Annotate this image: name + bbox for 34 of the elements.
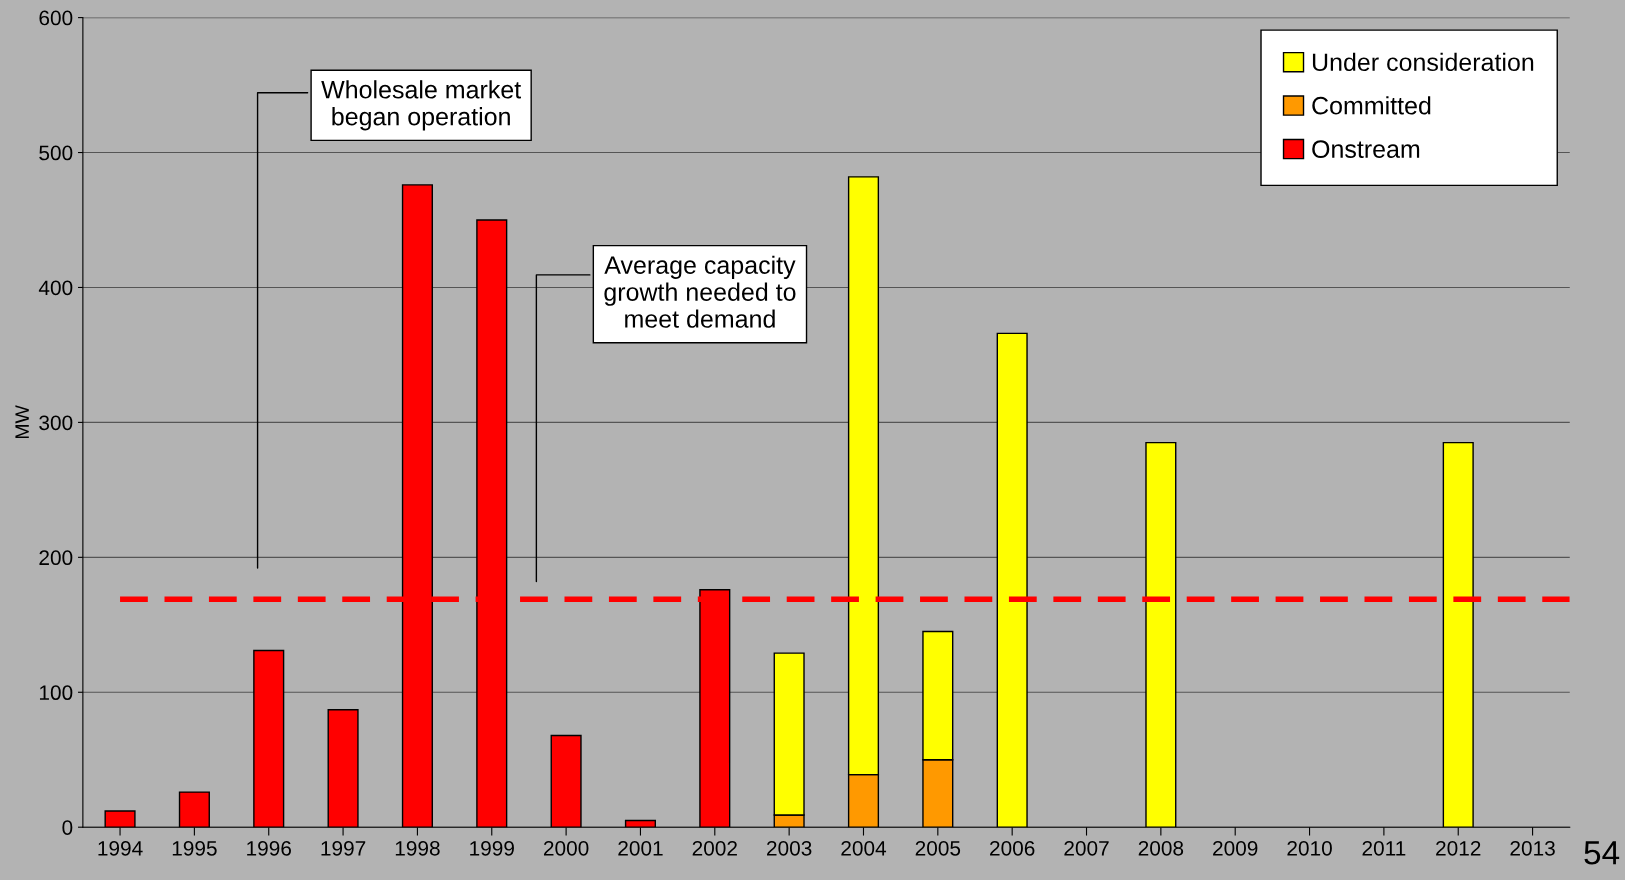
y-tick-label: 400: [38, 280, 73, 296]
x-tick-label: 1999: [470, 840, 514, 856]
x-tick-label: 2001: [618, 840, 663, 856]
y-tick-label: 0: [62, 820, 73, 835]
x-tick-label: 1998: [395, 840, 440, 856]
x-tick-label: 2006: [990, 840, 1035, 856]
x-tick-label: 2000: [543, 840, 589, 856]
legend-label: Committed: [1312, 96, 1431, 115]
x-tick-label: 1996: [247, 840, 291, 856]
legend-label: Onstream: [1312, 140, 1420, 158]
x-tick-label: 2008: [1138, 840, 1184, 856]
x-tick-label: 2009: [1213, 840, 1258, 856]
annotation: Wholesale market began operation: [321, 80, 521, 131]
x-tick-label: 2005: [915, 840, 961, 856]
y-tick-label: 300: [39, 415, 73, 431]
x-tick-label: 2004: [841, 840, 887, 856]
x-tick-label: 2012: [1436, 840, 1481, 856]
text: 54: [1584, 841, 1620, 865]
x-tick-label: 1994: [98, 840, 143, 856]
y-tick-label: 500: [39, 145, 73, 161]
x-tick-label: 2002: [692, 840, 737, 856]
x-tick-label: 2011: [1362, 840, 1406, 856]
x-tick-label: 2010: [1287, 840, 1332, 856]
y-tick-label: 100: [39, 685, 73, 701]
legend-label: Under consideration: [1312, 52, 1534, 72]
x-tick-label: 1997: [321, 840, 366, 856]
y-tick-label: 200: [39, 550, 73, 566]
x-tick-label: 1995: [172, 840, 217, 856]
y-axis-title: MW: [15, 405, 29, 439]
annotation: Average capacity growth needed to meet demand: [604, 255, 796, 328]
x-tick-label: 2013: [1510, 840, 1555, 856]
x-tick-label: 2007: [1064, 840, 1109, 856]
x-tick-label: 2003: [767, 840, 812, 856]
y-tick-label: 600: [39, 10, 73, 26]
